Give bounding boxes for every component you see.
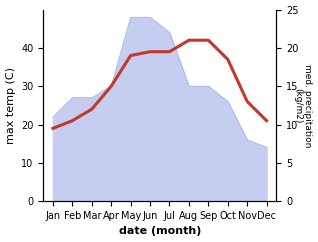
X-axis label: date (month): date (month) — [119, 227, 201, 236]
Y-axis label: med. precipitation
(kg/m2): med. precipitation (kg/m2) — [293, 64, 313, 147]
Y-axis label: max temp (C): max temp (C) — [5, 67, 16, 144]
